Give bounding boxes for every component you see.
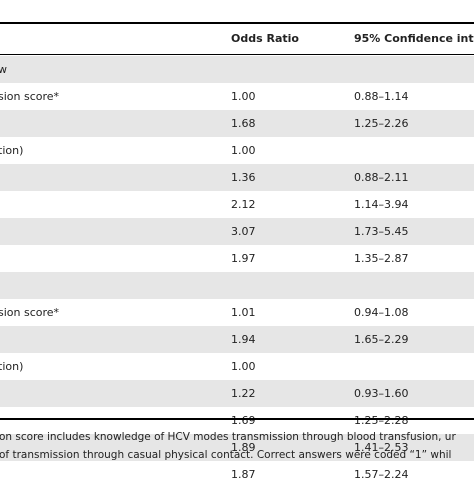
row-label: sion score* [0, 306, 60, 319]
confidence-interval-value: 1.35–2.87 [354, 252, 409, 265]
row-label: w [0, 63, 7, 76]
confidence-interval-value: 0.93–1.60 [354, 387, 409, 400]
odds-ratio-value: 1.94 [231, 333, 256, 346]
odds-ratio-value: 1.97 [231, 252, 256, 265]
odds-ratio-value: 3.07 [231, 225, 256, 238]
table-header: Odds Ratio 95% Confidence int [0, 24, 474, 54]
header-confidence-interval: 95% Confidence int [354, 32, 474, 45]
table-row: tion) 1.00 [0, 137, 474, 164]
table-row [0, 272, 474, 299]
odds-ratio-value: 1.00 [231, 90, 256, 103]
table-row: 1.97 1.35–2.87 [0, 245, 474, 272]
table-row: 3.07 1.73–5.45 [0, 218, 474, 245]
row-label: tion) [0, 144, 24, 157]
table-row: 1.36 0.88–2.11 [0, 164, 474, 191]
top-rule [0, 22, 474, 24]
confidence-interval-value: 1.41–2.53 [354, 441, 409, 454]
bottom-rule [0, 418, 474, 420]
row-label: sion score* [0, 90, 60, 103]
confidence-interval-value: 1.25–2.26 [354, 117, 409, 130]
odds-ratio-value: 1.87 [231, 468, 256, 481]
header-odds-ratio: Odds Ratio [231, 32, 299, 45]
confidence-interval-value: 1.14–3.94 [354, 198, 409, 211]
odds-ratio-value: 1.36 [231, 171, 256, 184]
confidence-interval-value: 1.65–2.29 [354, 333, 409, 346]
header-rule [0, 54, 474, 55]
odds-ratio-value: 2.12 [231, 198, 256, 211]
confidence-interval-value: 1.25–2.28 [354, 414, 409, 427]
table-row: 2.12 1.14–3.94 [0, 191, 474, 218]
confidence-interval-value: 1.73–5.45 [354, 225, 409, 238]
odds-ratio-value: 1.22 [231, 387, 256, 400]
confidence-interval-value: 0.94–1.08 [354, 306, 409, 319]
table-row: 1.68 1.25–2.26 [0, 110, 474, 137]
table-row: 1.89 1.41–2.53 [0, 434, 474, 461]
odds-ratio-value: 1.01 [231, 306, 256, 319]
odds-ratio-value: 1.00 [231, 144, 256, 157]
odds-ratio-value: 1.00 [231, 360, 256, 373]
table-row: 1.69 1.25–2.28 [0, 407, 474, 434]
row-label: tion) [0, 360, 24, 373]
table-row: tion) 1.00 [0, 353, 474, 380]
footnote-line-2: of transmission through casual physical … [0, 449, 452, 461]
table-row: 1.87 1.57–2.24 [0, 461, 474, 488]
odds-ratio-value: 1.89 [231, 441, 256, 454]
table-row: sion score* 1.00 0.88–1.14 [0, 83, 474, 110]
confidence-interval-value: 0.88–1.14 [354, 90, 409, 103]
confidence-interval-value: 0.88–2.11 [354, 171, 409, 184]
table-row: 1.94 1.65–2.29 [0, 326, 474, 353]
footnote-line-1: on score includes knowledge of HCV modes… [0, 431, 456, 443]
odds-ratio-value: 1.69 [231, 414, 256, 427]
table-row: w [0, 56, 474, 83]
table-row: sion score* 1.01 0.94–1.08 [0, 299, 474, 326]
odds-ratio-value: 1.68 [231, 117, 256, 130]
table-row: 1.22 0.93–1.60 [0, 380, 474, 407]
confidence-interval-value: 1.57–2.24 [354, 468, 409, 481]
